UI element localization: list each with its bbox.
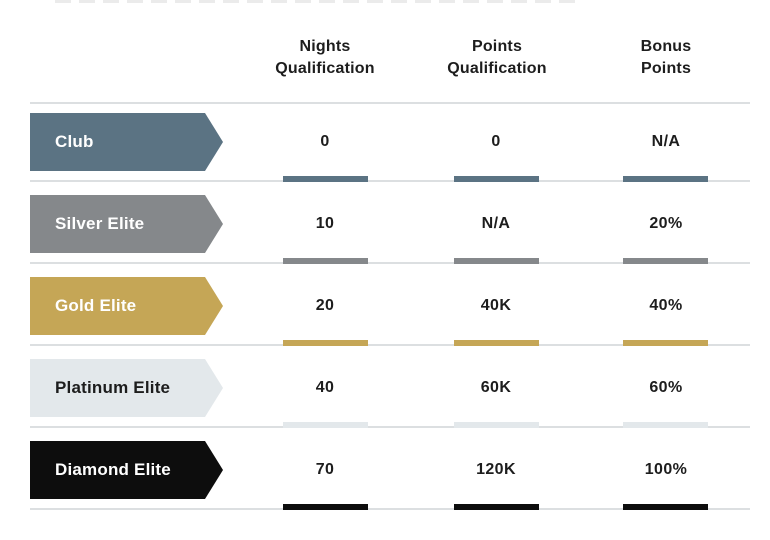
tier-banner: Diamond Elite [30,441,223,499]
row-divider [30,262,750,264]
bonus-value: 60% [649,379,683,396]
value-underline-bar [283,340,368,346]
nights-value: 20 [315,297,335,314]
row-divider [30,344,750,346]
nights-value: 70 [315,461,335,478]
tier-banner: Platinum Elite [30,359,223,417]
points-value: 120K [476,461,516,478]
row-divider [30,426,750,428]
value-underline-bar [623,422,708,428]
value-underline-bar [454,340,539,346]
tier-label: Gold Elite [55,296,137,315]
bonus-value: N/A [651,133,681,150]
bonus-value: 100% [644,461,688,478]
tier-label: Club [55,132,94,151]
value-underline-bar [454,176,539,182]
value-underline-bar [623,504,708,510]
value-underline-bar [283,422,368,428]
tier-banner: Silver Elite [30,195,223,253]
value-underline-bar [283,258,368,264]
tier-banner: Gold Elite [30,277,223,335]
bonus-value: 40% [649,297,683,314]
value-underline-bar [283,176,368,182]
nights-value: 10 [315,215,335,232]
tier-label: Platinum Elite [55,378,171,397]
cropped-text-remnant [55,0,575,3]
bonus-value: 20% [649,215,683,232]
value-underline-bar [454,504,539,510]
points-value: 0 [491,133,501,150]
row-divider [30,180,750,182]
header-divider [30,102,750,104]
table-row: Gold Elite 20 40K 40% [0,277,770,347]
value-underline-bar [623,176,708,182]
table-row: Club 0 0 N/A [0,113,770,183]
points-value: N/A [481,215,511,232]
points-value: 60K [480,379,512,396]
table-row: Silver Elite 10 N/A 20% [0,195,770,265]
column-header-bonus: Bonus Points [640,38,692,77]
value-underline-bar [283,504,368,510]
table-row: Platinum Elite 40 60K 60% [0,359,770,429]
column-header-points: Points Qualification [447,38,547,77]
points-value: 40K [480,297,512,314]
tier-label: Silver Elite [55,214,145,233]
value-underline-bar [454,422,539,428]
tier-label: Diamond Elite [55,460,171,479]
value-underline-bar [454,258,539,264]
nights-value: 0 [320,133,330,150]
value-underline-bar [623,340,708,346]
row-divider [30,508,750,510]
table-row: Diamond Elite 70 120K 100% [0,441,770,511]
column-header-nights: Nights Qualification [275,38,375,77]
tier-banner: Club [30,113,223,171]
value-underline-bar [623,258,708,264]
nights-value: 40 [315,379,335,396]
